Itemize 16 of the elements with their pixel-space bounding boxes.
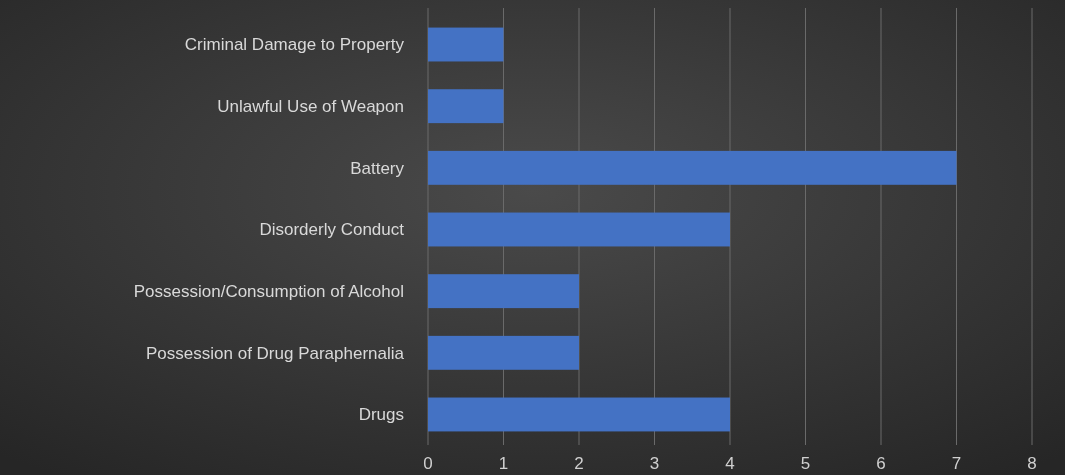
x-tick-label: 6 [876, 454, 886, 473]
x-tick-label: 0 [423, 454, 433, 473]
x-tick-label: 3 [649, 454, 660, 473]
y-tick-label: Criminal Damage to Property [184, 35, 405, 55]
y-tick-label: Battery [350, 158, 405, 178]
y-tick-label: Unlawful Use of Weapon [217, 97, 404, 117]
x-tick-label: 7 [951, 454, 962, 473]
x-tick-label: 5 [800, 454, 811, 473]
x-tick-label: 2 [574, 454, 584, 473]
y-tick-label: Possession of Drug Paraphernalia [146, 343, 405, 363]
x-tick-label: 1 [498, 454, 509, 473]
y-tick-label: Drugs [358, 405, 404, 425]
x-tick-label: 8 [1027, 454, 1037, 473]
y-tick-label: Possession/Consumption of Alcohol [133, 282, 404, 302]
y-tick-label: Disorderly Conduct [259, 220, 405, 240]
x-tick-label: 4 [725, 454, 735, 473]
